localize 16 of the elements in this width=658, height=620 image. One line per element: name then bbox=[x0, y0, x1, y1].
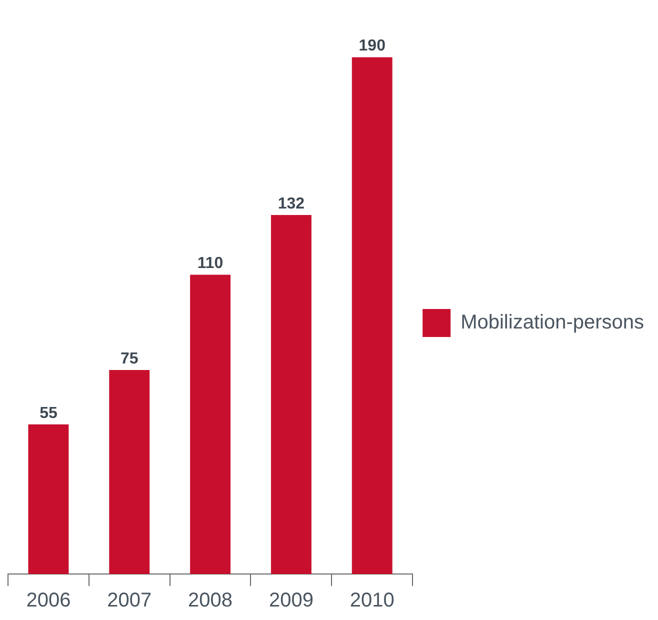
bar bbox=[28, 424, 69, 574]
data-label: 75 bbox=[120, 350, 138, 368]
data-label: 190 bbox=[358, 38, 386, 55]
x-tick-label: 2009 bbox=[268, 590, 314, 612]
data-label: 132 bbox=[278, 195, 305, 212]
data-label: 110 bbox=[197, 255, 224, 272]
legend-label: Mobilization-persons bbox=[460, 312, 644, 334]
x-tick-label: 2006 bbox=[26, 590, 71, 612]
x-tick-label: 2007 bbox=[107, 590, 152, 612]
bar bbox=[190, 274, 231, 574]
x-tick-label: 2008 bbox=[188, 590, 233, 612]
bar bbox=[109, 370, 150, 574]
x-tick-label: 2010 bbox=[350, 590, 394, 612]
bar bbox=[352, 57, 392, 574]
bar bbox=[270, 214, 312, 574]
data-label: 55 bbox=[40, 404, 58, 422]
